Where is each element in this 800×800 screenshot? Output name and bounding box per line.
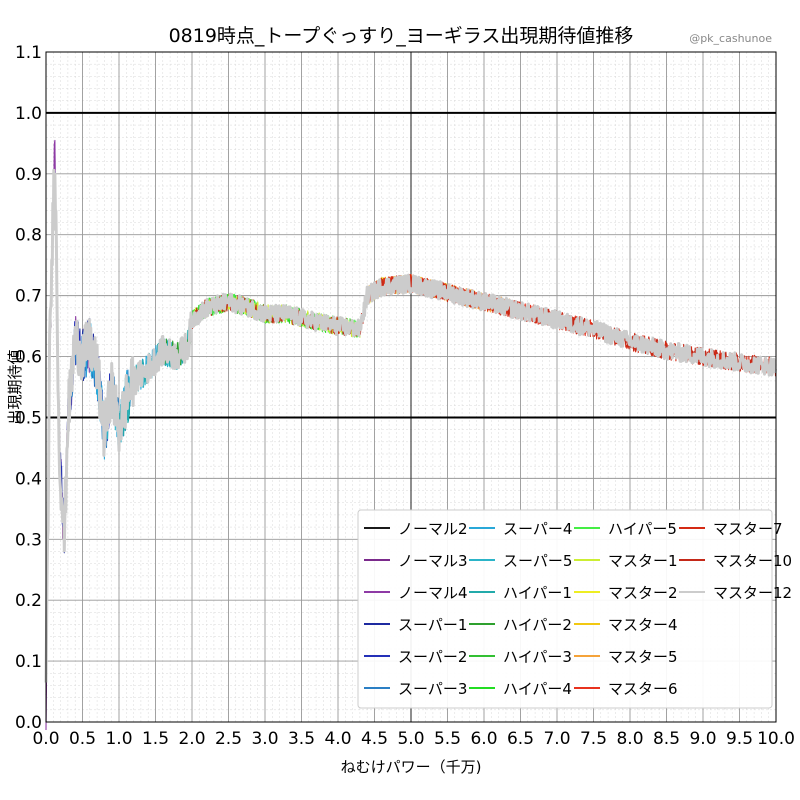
credit-text: @pk_cashunoe (689, 32, 772, 45)
y-tick-label: 0.2 (15, 591, 42, 611)
legend-label: スーパー3 (398, 680, 467, 698)
legend-box (357, 509, 773, 709)
x-tick-label: 2.5 (215, 729, 242, 749)
x-tick-label: 3.5 (288, 729, 315, 749)
legend-label: マスター6 (608, 680, 678, 698)
plot-frame (45, 51, 777, 723)
y-tick-label: 1.0 (15, 104, 42, 124)
legend-label: ハイパー2 (503, 616, 572, 634)
x-tick-label: 9.5 (726, 729, 753, 749)
x-tick-label: 10.0 (757, 729, 795, 749)
legend-label: ノーマル3 (398, 552, 468, 570)
y-axis-label: 出現期待値 (6, 349, 24, 424)
y-tick-label: 0.7 (15, 287, 42, 307)
legend-label: マスター5 (608, 648, 678, 666)
legend-label: マスター1 (608, 552, 678, 570)
y-tick-label: 0.6 (15, 348, 42, 368)
legend-label: マスター12 (713, 584, 792, 602)
y-tick-label: 0.0 (15, 713, 42, 733)
y-tick-label: 0.9 (15, 165, 42, 185)
x-tick-label: 1.5 (142, 729, 169, 749)
legend-label: スーパー5 (503, 552, 572, 570)
legend-label: ハイパー3 (503, 648, 572, 666)
x-tick-label: 4.0 (324, 729, 351, 749)
legend-label: スーパー4 (503, 520, 572, 538)
x-tick-label: 0.5 (69, 729, 96, 749)
legend-label: スーパー1 (398, 616, 467, 634)
x-tick-label: 5.5 (434, 729, 461, 749)
x-tick-label: 9.0 (689, 729, 716, 749)
legend-label: ハイパー1 (503, 584, 572, 602)
y-tick-label: 0.1 (15, 652, 42, 672)
x-tick-label: 1.0 (105, 729, 132, 749)
y-tick-label: 1.1 (15, 43, 42, 63)
x-tick-label: 8.0 (616, 729, 643, 749)
x-tick-label: 6.5 (507, 729, 534, 749)
x-tick-label: 8.5 (653, 729, 680, 749)
legend-label: スーパー2 (398, 648, 467, 666)
legend-label: ノーマル4 (398, 584, 468, 602)
y-tick-label: 0.8 (15, 226, 42, 246)
legend-label: ノーマル2 (398, 520, 468, 538)
series-line (44, 168, 777, 683)
x-tick-label: 0.0 (32, 729, 59, 749)
x-tick-label: 4.5 (361, 729, 388, 749)
x-tick-label: 3.0 (251, 729, 278, 749)
legend-label: マスター10 (713, 552, 792, 570)
legend-label: ハイパー5 (608, 520, 677, 538)
chart-title: 0819時点_トープぐっすり_ヨーギラス出現期待値推移 (169, 25, 634, 47)
legend-label: マスター4 (608, 616, 678, 634)
legend-label: ハイパー4 (503, 680, 572, 698)
legend-label: マスター7 (713, 520, 783, 538)
x-tick-label: 2.0 (178, 729, 205, 749)
x-tick-label: 6.0 (470, 729, 497, 749)
y-tick-label: 0.5 (15, 408, 42, 428)
x-axis-label: ねむけパワー（千万) (341, 758, 482, 776)
x-tick-label: 7.5 (580, 729, 607, 749)
legend-label: マスター2 (608, 584, 678, 602)
y-tick-label: 0.3 (15, 530, 42, 550)
x-tick-label: 5.0 (397, 729, 424, 749)
y-tick-label: 0.4 (15, 469, 42, 489)
x-tick-label: 7.0 (543, 729, 570, 749)
series-group (44, 139, 777, 731)
